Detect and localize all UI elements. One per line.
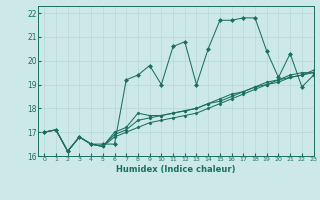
X-axis label: Humidex (Indice chaleur): Humidex (Indice chaleur) (116, 165, 236, 174)
